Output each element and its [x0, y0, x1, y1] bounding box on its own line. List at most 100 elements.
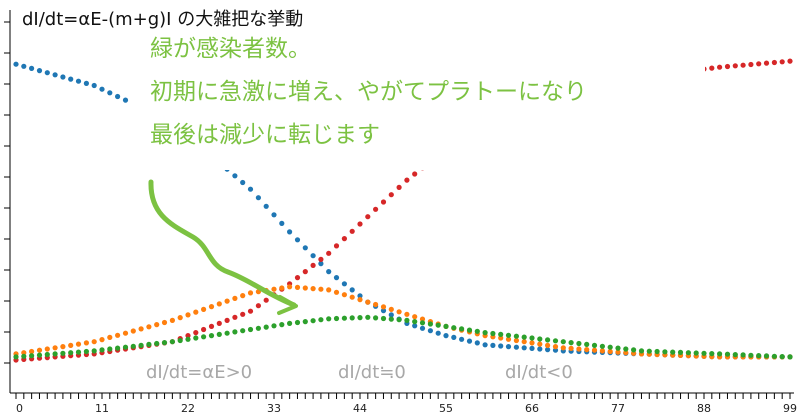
- data-point: [13, 61, 19, 67]
- chart-title: dI/dt=αE-(m+g)I の大雑把な挙動: [22, 9, 303, 30]
- data-point: [169, 339, 175, 345]
- data-point: [333, 243, 340, 249]
- data-point: [107, 334, 113, 340]
- data-point: [247, 326, 254, 333]
- data-point: [599, 348, 606, 354]
- data-point: [466, 327, 473, 333]
- data-point: [208, 323, 215, 329]
- data-point: [302, 285, 308, 291]
- data-point: [529, 335, 535, 341]
- data-point: [232, 295, 238, 301]
- data-point: [763, 353, 770, 359]
- data-point: [451, 334, 457, 340]
- data-point: [419, 325, 426, 331]
- data-point: [60, 350, 66, 356]
- data-point: [482, 330, 488, 336]
- data-point: [224, 317, 230, 323]
- data-point: [232, 329, 238, 335]
- data-point: [60, 344, 66, 350]
- data-point: [537, 341, 543, 347]
- data-point: [537, 346, 543, 352]
- data-point: [490, 342, 496, 348]
- data-point: [787, 58, 793, 64]
- data-point: [654, 348, 660, 355]
- y-tick-marks: [4, 21, 10, 364]
- data-point: [185, 336, 191, 342]
- data-point: [380, 308, 387, 314]
- data-point: [36, 352, 43, 358]
- data-point: [576, 346, 582, 352]
- data-point: [365, 214, 371, 220]
- data-point: [91, 348, 97, 354]
- data-point: [36, 347, 43, 353]
- data-point: [161, 319, 168, 326]
- data-point: [568, 340, 574, 346]
- data-point: [318, 256, 324, 262]
- data-point: [52, 351, 58, 357]
- data-point: [60, 74, 66, 80]
- data-point: [255, 325, 261, 331]
- data-point: [177, 337, 183, 344]
- condition-label-falling: dI/dt<0: [505, 362, 573, 383]
- data-point: [412, 314, 418, 320]
- data-point: [756, 61, 762, 67]
- data-point: [271, 212, 277, 218]
- data-point: [537, 336, 543, 342]
- data-point: [341, 236, 347, 242]
- x-tick-label: 77: [611, 402, 625, 415]
- data-point: [388, 192, 394, 198]
- x-tick-label: 88: [697, 402, 711, 415]
- data-point: [545, 342, 551, 348]
- data-point: [662, 349, 668, 355]
- data-point: [13, 354, 19, 360]
- data-point: [161, 340, 168, 346]
- data-point: [357, 293, 363, 299]
- data-point: [419, 320, 426, 326]
- data-point: [513, 333, 520, 339]
- axes: 0 11 22 33 44 55 66 77 88 99: [4, 10, 797, 415]
- data-point: [232, 314, 238, 320]
- data-point: [412, 319, 418, 325]
- data-point: [451, 325, 457, 331]
- data-point: [435, 330, 441, 336]
- data-point: [670, 349, 676, 355]
- data-point: [44, 351, 50, 358]
- data-point: [404, 177, 410, 183]
- data-point: [724, 351, 731, 357]
- data-point: [341, 315, 347, 321]
- data-point: [29, 353, 35, 359]
- data-point: [99, 347, 105, 353]
- data-point: [177, 315, 183, 321]
- data-point: [302, 269, 308, 275]
- data-point: [380, 199, 387, 205]
- data-point: [154, 340, 160, 347]
- data-point: [216, 320, 222, 326]
- data-point: [287, 229, 293, 235]
- data-point: [333, 275, 340, 281]
- data-point: [193, 309, 199, 315]
- data-point: [107, 346, 113, 352]
- data-point: [21, 350, 27, 356]
- data-point: [91, 339, 97, 345]
- data-point: [115, 93, 121, 100]
- data-point: [68, 342, 74, 348]
- data-point: [474, 340, 480, 346]
- data-point: [724, 63, 731, 70]
- note-backdrop: [130, 22, 705, 170]
- series-2: [13, 284, 793, 360]
- data-point: [240, 179, 246, 186]
- data-point: [271, 323, 277, 329]
- data-point: [326, 250, 332, 256]
- data-point: [623, 346, 629, 352]
- data-point: [779, 354, 785, 360]
- data-point: [263, 297, 269, 303]
- data-point: [326, 269, 332, 275]
- data-point: [279, 220, 285, 226]
- data-point: [396, 184, 402, 190]
- data-point: [404, 317, 410, 323]
- data-point: [427, 328, 433, 334]
- data-point: [365, 314, 371, 320]
- data-point: [373, 301, 379, 308]
- data-point: [294, 275, 301, 281]
